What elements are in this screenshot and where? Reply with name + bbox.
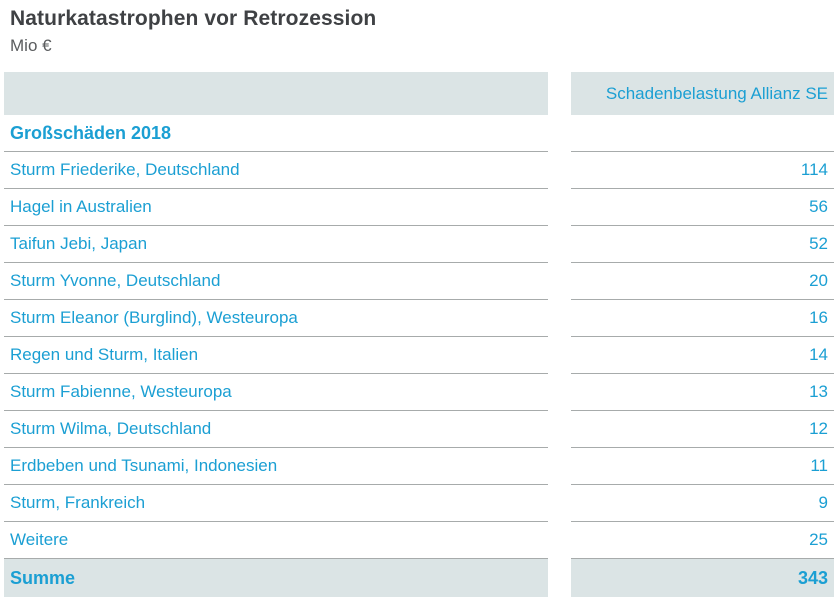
column-gap [548, 411, 571, 448]
table-row: Regen und Sturm, Italien 14 [4, 337, 834, 374]
row-value: 16 [571, 300, 834, 337]
section-header-label: Großschäden 2018 [4, 115, 548, 152]
table-row: Sturm Friederike, Deutschland 114 [4, 152, 834, 189]
nat-cat-table: Schadenbelastung Allianz SE Großschäden … [4, 72, 834, 597]
table-row: Erdbeben und Tsunami, Indonesien 11 [4, 448, 834, 485]
row-value: 9 [571, 485, 834, 522]
row-value: 114 [571, 152, 834, 189]
column-gap [548, 152, 571, 189]
row-label: Erdbeben und Tsunami, Indonesien [4, 448, 548, 485]
column-gap [548, 115, 571, 152]
column-gap [548, 300, 571, 337]
header-cell-empty [4, 72, 548, 115]
row-value: 56 [571, 189, 834, 226]
column-gap [548, 374, 571, 411]
column-gap [548, 189, 571, 226]
row-label: Sturm Yvonne, Deutschland [4, 263, 548, 300]
row-label: Weitere [4, 522, 548, 559]
row-value: 12 [571, 411, 834, 448]
column-gap [548, 337, 571, 374]
table-row: Sturm Fabienne, Westeuropa 13 [4, 374, 834, 411]
row-value: 20 [571, 263, 834, 300]
table-row: Sturm, Frankreich 9 [4, 485, 834, 522]
unit-label: Mio € [10, 36, 52, 55]
total-label: Summe [4, 559, 548, 597]
column-gap [548, 263, 571, 300]
table-header-row: Schadenbelastung Allianz SE [4, 72, 834, 115]
page-header: Naturkatastrophen vor Retrozession Mio € [0, 0, 840, 55]
column-gap [548, 226, 571, 263]
section-header-row: Großschäden 2018 [4, 115, 834, 152]
row-value: 11 [571, 448, 834, 485]
column-gap [548, 448, 571, 485]
row-value: 13 [571, 374, 834, 411]
column-gap [548, 485, 571, 522]
row-label: Hagel in Australien [4, 189, 548, 226]
row-label: Taifun Jebi, Japan [4, 226, 548, 263]
table-row: Hagel in Australien 56 [4, 189, 834, 226]
column-gap [548, 72, 571, 115]
row-label: Sturm Wilma, Deutschland [4, 411, 548, 448]
row-label: Regen und Sturm, Italien [4, 337, 548, 374]
page-title: Naturkatastrophen vor Retrozession [10, 7, 377, 30]
table-row: Sturm Eleanor (Burglind), Westeuropa 16 [4, 300, 834, 337]
table-row: Sturm Wilma, Deutschland 12 [4, 411, 834, 448]
total-value: 343 [571, 559, 834, 597]
header-cell-value-column: Schadenbelastung Allianz SE [571, 72, 834, 115]
row-label: Sturm, Frankreich [4, 485, 548, 522]
total-row: Summe 343 [4, 559, 834, 597]
row-label: Sturm Friederike, Deutschland [4, 152, 548, 189]
table-row: Weitere 25 [4, 522, 834, 559]
row-value: 25 [571, 522, 834, 559]
column-gap [548, 522, 571, 559]
row-label: Sturm Eleanor (Burglind), Westeuropa [4, 300, 548, 337]
table-row: Taifun Jebi, Japan 52 [4, 226, 834, 263]
row-value: 14 [571, 337, 834, 374]
section-header-value [571, 115, 834, 152]
column-gap [548, 559, 571, 597]
table-row: Sturm Yvonne, Deutschland 20 [4, 263, 834, 300]
row-label: Sturm Fabienne, Westeuropa [4, 374, 548, 411]
row-value: 52 [571, 226, 834, 263]
